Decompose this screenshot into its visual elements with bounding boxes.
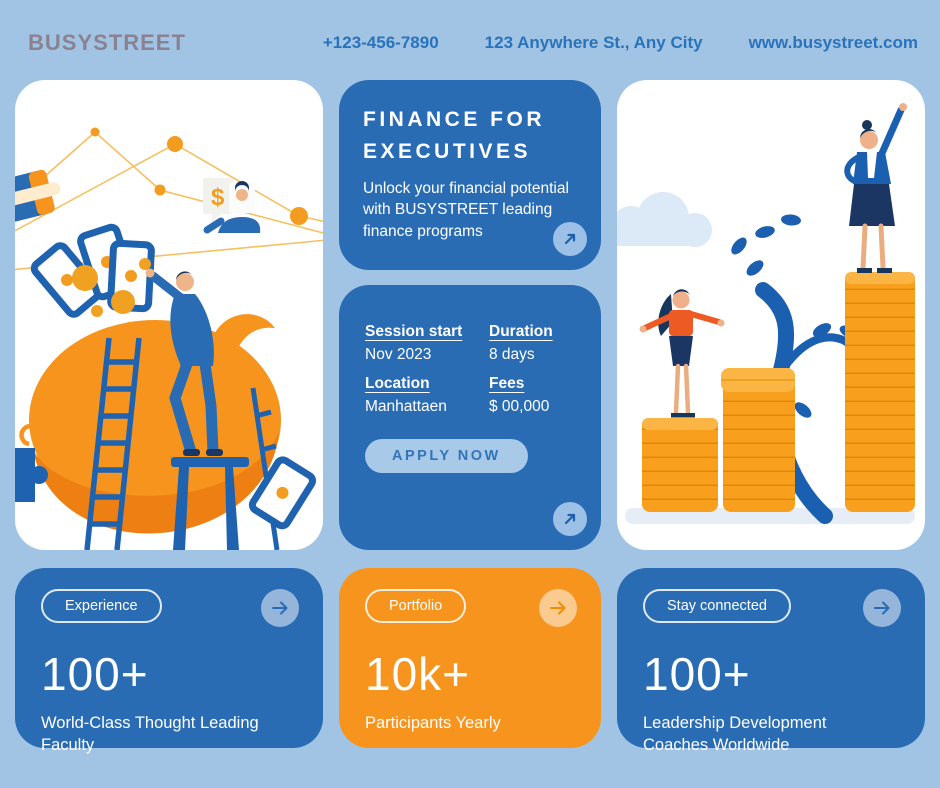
stay-connected-tag[interactable]: Stay connected [643, 589, 791, 623]
growth-card [617, 80, 925, 550]
stat-description: World-Class Thought Leading Faculty [41, 714, 259, 754]
stat-card-portfolio: Portfolio 10k+ Participants Yearly [339, 568, 601, 748]
contact-info: +123-456-7890 123 Anywhere St., Any City… [323, 33, 918, 53]
coin-stacks-growth-illustration [617, 103, 915, 524]
brand-logo: BUSYSTREET [28, 30, 186, 55]
money-bill-right [248, 456, 317, 530]
stat-description: Leadership Development Coaches Worldwide [643, 714, 827, 754]
experience-tag[interactable]: Experience [41, 589, 162, 623]
stool [171, 457, 249, 550]
arrow-right-icon[interactable] [539, 589, 577, 627]
session-details-card: Session start Nov 2023 Duration 8 days L… [339, 285, 601, 550]
svg-text:$: $ [211, 184, 225, 211]
fees-field: Fees $ 00,000 [489, 375, 550, 415]
coin-stacks [642, 272, 915, 512]
session-fields: Session start Nov 2023 Duration 8 days L… [365, 323, 581, 427]
hero-card: FINANCE FOR EXECUTIVES Unlock your financ… [339, 80, 601, 270]
coin-stack-medium [723, 368, 795, 512]
duration-field: Duration 8 days [489, 323, 553, 363]
saver-person [139, 258, 223, 456]
arrow-up-right-icon[interactable] [553, 222, 587, 256]
hero-title: FINANCE FOR EXECUTIVES [363, 108, 545, 163]
coin-stack-short [642, 418, 718, 512]
woman-on-tall-stack [844, 103, 907, 273]
stat-card-stay-connected: Stay connected 100+ Leadership Developme… [617, 568, 925, 754]
header-phone: +123-456-7890 [322, 33, 439, 52]
dollar-sign-speaker: $ [203, 178, 261, 234]
piggy-bank-card: $ [15, 80, 323, 550]
cloud [617, 192, 712, 247]
stats-row: Experience 100+ World-Class Thought Lead… [0, 568, 940, 754]
woman-on-short-stack [639, 289, 725, 418]
stat-value: 100+ [41, 648, 149, 700]
stat-card-experience: Experience 100+ World-Class Thought Lead… [15, 568, 323, 754]
arrow-right-icon[interactable] [261, 589, 299, 627]
money-bills-fan [30, 223, 155, 318]
session-start-field: Session start Nov 2023 [365, 323, 463, 363]
header-address: 123 Anywhere St., Any City [484, 33, 703, 52]
location-field: Location Manhattaen [365, 375, 447, 415]
stat-description: Participants Yearly [365, 714, 501, 732]
network-dots [90, 127, 308, 225]
stat-value: 10k+ [365, 648, 471, 700]
piggy-bank-illustration: $ [15, 127, 323, 550]
main-content: $ [0, 80, 940, 550]
arrow-up-right-icon[interactable] [553, 502, 587, 536]
header-website[interactable]: www.busystreet.com [748, 33, 918, 52]
hero-description: Unlock your financial potential with BUS… [363, 180, 569, 240]
apply-now-button[interactable]: APPLY NOW [365, 439, 528, 473]
header: BUSYSTREET +123-456-7890 123 Anywhere St… [0, 0, 940, 80]
arrow-right-icon[interactable] [863, 589, 901, 627]
center-column: FINANCE FOR EXECUTIVES Unlock your financ… [339, 80, 601, 550]
puzzle-piece [15, 448, 48, 502]
coin-stack-tall [845, 272, 915, 512]
piggy-bank [19, 314, 281, 534]
stat-value: 100+ [643, 648, 751, 700]
ladder [84, 337, 142, 550]
wallet-object [15, 169, 61, 224]
portfolio-tag[interactable]: Portfolio [365, 589, 467, 623]
